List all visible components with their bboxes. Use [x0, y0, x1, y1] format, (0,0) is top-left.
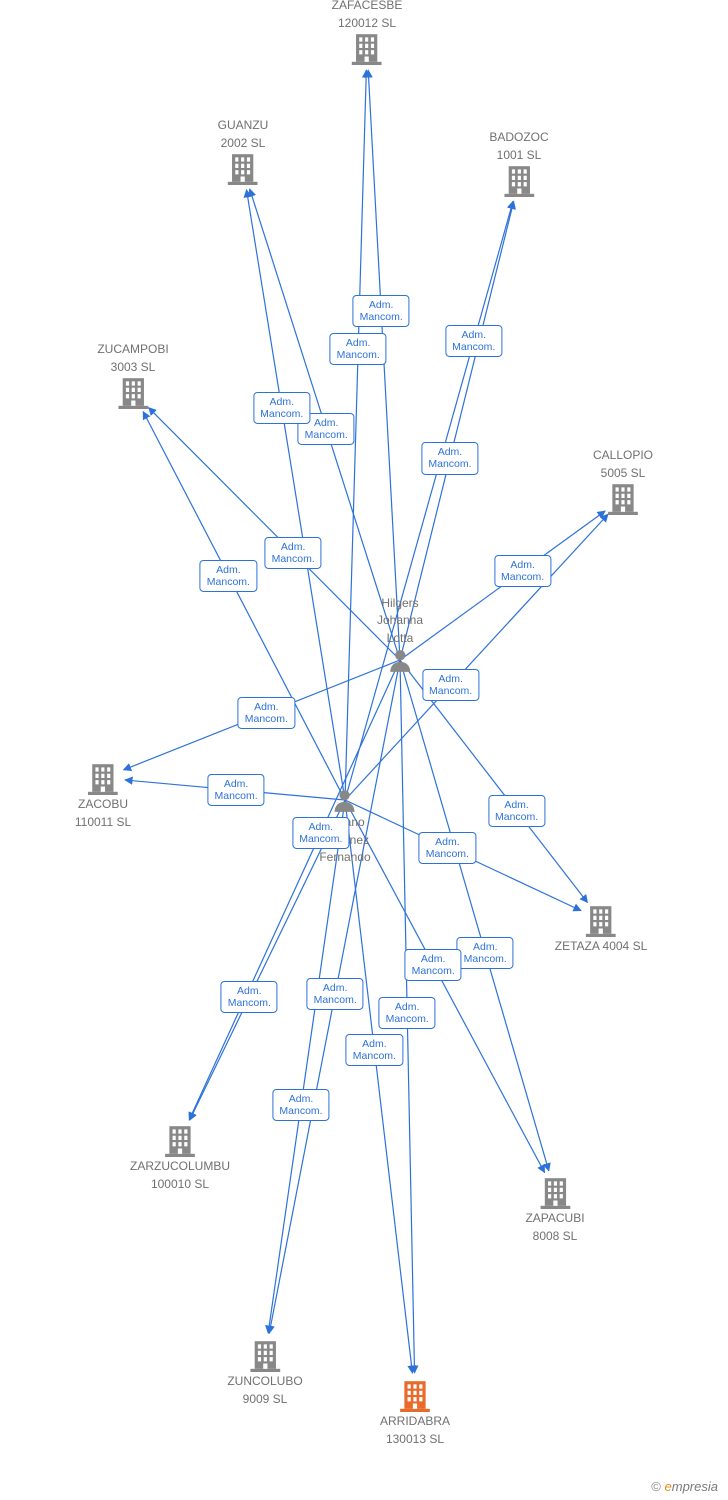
edge	[400, 201, 514, 660]
edge	[400, 660, 587, 903]
network-canvas	[0, 0, 728, 1500]
edge	[345, 514, 608, 800]
edge	[345, 800, 545, 1173]
watermark: © empresia	[651, 1479, 718, 1494]
brand-rest: mpresia	[672, 1479, 718, 1494]
edge	[345, 201, 513, 800]
edge	[368, 70, 400, 660]
edge	[189, 660, 400, 1120]
edge	[125, 780, 345, 800]
edge	[250, 189, 400, 660]
edge	[247, 190, 345, 800]
edge	[143, 412, 345, 800]
brand-first-letter: e	[665, 1479, 672, 1494]
edge	[345, 800, 412, 1373]
edge	[400, 660, 549, 1171]
edge	[400, 660, 415, 1373]
copyright-symbol: ©	[651, 1479, 661, 1494]
edge	[345, 70, 366, 800]
edge	[149, 408, 400, 660]
edge	[345, 800, 581, 911]
edge	[400, 511, 605, 660]
